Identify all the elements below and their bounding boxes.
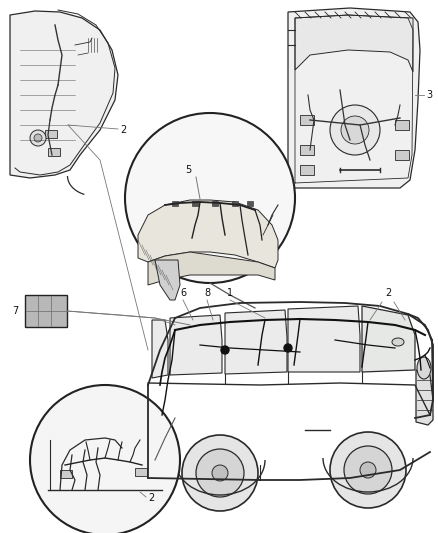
Polygon shape xyxy=(138,200,278,268)
Text: 8: 8 xyxy=(204,288,210,298)
Bar xyxy=(247,201,253,206)
Polygon shape xyxy=(288,306,360,372)
Text: 2: 2 xyxy=(385,288,391,298)
Bar xyxy=(300,145,314,155)
Text: 2: 2 xyxy=(120,125,126,135)
Bar xyxy=(60,470,72,478)
Circle shape xyxy=(341,116,369,144)
Polygon shape xyxy=(170,315,222,375)
Bar xyxy=(25,295,67,327)
Circle shape xyxy=(30,130,46,146)
Polygon shape xyxy=(155,260,180,300)
Text: 1: 1 xyxy=(227,288,233,298)
Circle shape xyxy=(212,465,228,481)
Text: 7: 7 xyxy=(12,306,18,316)
Polygon shape xyxy=(225,310,287,374)
Circle shape xyxy=(196,449,244,497)
Circle shape xyxy=(330,432,406,508)
Polygon shape xyxy=(416,370,433,425)
Text: 3: 3 xyxy=(426,90,432,100)
Bar xyxy=(192,201,198,206)
Bar xyxy=(172,201,178,206)
Text: 2: 2 xyxy=(148,493,154,503)
Circle shape xyxy=(330,105,380,155)
Text: 5: 5 xyxy=(185,165,191,175)
Bar xyxy=(395,120,409,130)
Circle shape xyxy=(360,462,376,478)
Polygon shape xyxy=(152,320,168,378)
Circle shape xyxy=(284,344,292,352)
Circle shape xyxy=(182,435,258,511)
Bar xyxy=(300,115,314,125)
Polygon shape xyxy=(288,8,420,188)
Ellipse shape xyxy=(417,357,431,379)
Circle shape xyxy=(34,134,42,142)
Polygon shape xyxy=(148,252,275,285)
Circle shape xyxy=(221,346,229,354)
Bar xyxy=(300,165,314,175)
Circle shape xyxy=(125,113,295,283)
Bar xyxy=(45,130,57,138)
Bar xyxy=(212,201,218,206)
Text: 6: 6 xyxy=(180,288,186,298)
Circle shape xyxy=(344,446,392,494)
Polygon shape xyxy=(362,306,415,372)
Bar xyxy=(135,468,147,476)
Bar xyxy=(48,148,60,156)
Bar xyxy=(395,150,409,160)
Bar xyxy=(232,201,238,206)
Polygon shape xyxy=(295,15,413,72)
Ellipse shape xyxy=(392,338,404,346)
Polygon shape xyxy=(10,11,118,178)
Circle shape xyxy=(30,385,180,533)
